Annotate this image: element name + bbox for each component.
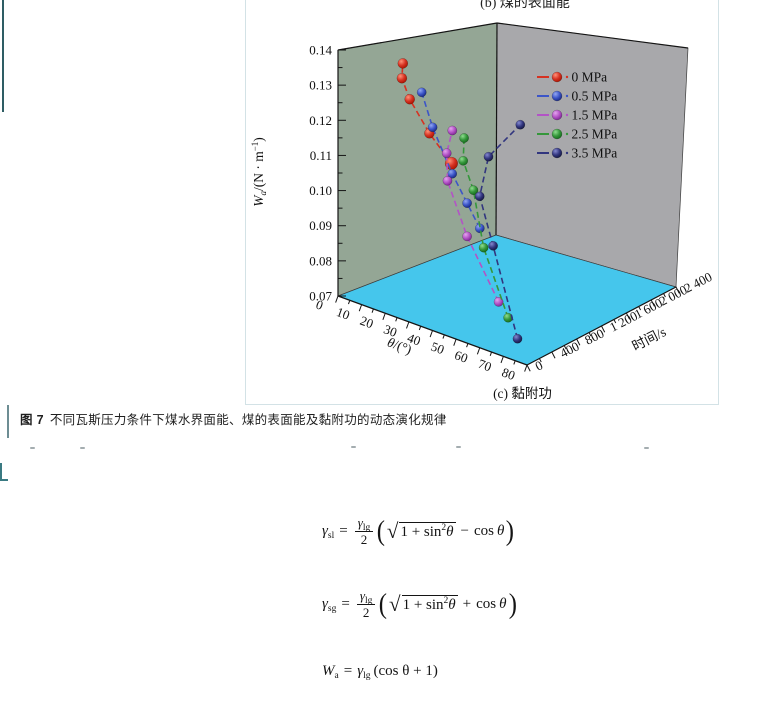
series-35mpa [474, 119, 526, 344]
svg-text:20: 20 [358, 313, 375, 332]
legend: 0 MPa 0.5 MPa 1.5 MPa 2.5 MPa 3.5 MPa [537, 70, 617, 161]
figure-caption: 图 7 不同瓦斯压力条件下煤水界面能、煤的表面能及黏附功的动态演化规律 [20, 409, 447, 428]
series-0mpa [396, 58, 458, 170]
legend-label: 2.5 MPa [572, 127, 618, 142]
svg-text:10: 10 [334, 304, 351, 323]
series-25mpa [458, 133, 513, 323]
equation-gamma-sg: γsg = γlg 2 ( √ 1 + sin2θ + cos θ ) [322, 587, 517, 621]
svg-text:0: 0 [533, 357, 546, 373]
svg-text:0.13: 0.13 [309, 78, 332, 93]
cropped-text-artifact [30, 447, 35, 449]
svg-text:0.12: 0.12 [309, 113, 332, 128]
equation-adhesion-work: Wa = γlg (cos θ + 1) [322, 663, 438, 681]
svg-text:60: 60 [453, 347, 470, 366]
page-edge-mark-mid [7, 405, 9, 438]
equation-lhs: Wa [322, 663, 339, 681]
page-edge-mark-top [2, 0, 4, 112]
equation-lhs: γsg [322, 596, 337, 614]
cropped-text-artifact [456, 446, 461, 448]
axis-w: 0.07 0.08 0.09 0.10 0.11 0.12 0.13 0.14 Wa/(N · … [250, 43, 346, 304]
svg-text:0.09: 0.09 [309, 218, 332, 233]
equation-lhs: γsl [322, 523, 335, 541]
cropped-text-artifact [644, 447, 649, 449]
svg-text:0.10: 0.10 [309, 183, 332, 198]
cropped-text-artifact [351, 446, 356, 448]
adhesion-work-3d-scatter-chart: 0.07 0.08 0.09 0.10 0.11 0.12 0.13 0.14 Wa/(N · … [250, 22, 715, 384]
figure-caption-text: 不同瓦斯压力条件下煤水界面能、煤的表面能及黏附功的动态演化规律 [49, 413, 447, 427]
close-paren: ) [508, 588, 517, 620]
figure-caption-number: 图 7 [20, 413, 44, 427]
close-paren: ) [506, 515, 515, 547]
theta-axis-title: θ/(°) [385, 334, 413, 357]
svg-text:50: 50 [429, 339, 446, 358]
svg-text:0.14: 0.14 [309, 43, 332, 58]
legend-label: 3.5 MPa [572, 146, 618, 161]
cropped-text-artifact [80, 447, 85, 449]
svg-text:0.11: 0.11 [310, 148, 332, 163]
svg-text:30: 30 [382, 321, 399, 340]
axis-theta: 0 10 20 30 40 50 60 70 80 θ/(°) [314, 295, 528, 384]
legend-label: 1.5 MPa [572, 108, 618, 123]
svg-text:70: 70 [476, 356, 493, 375]
legend-label: 0.5 MPa [572, 89, 618, 104]
selection-bracket [0, 463, 8, 481]
open-paren: ( [379, 588, 388, 620]
svg-text:80: 80 [500, 365, 517, 384]
svg-text:2 400: 2 400 [682, 269, 715, 296]
sqrt-symbol: √ [386, 519, 399, 543]
fraction: γlg 2 [356, 588, 376, 621]
figure-subcaption-c: (c) 黏附功 [493, 386, 552, 401]
legend-label: 0 MPa [572, 70, 608, 85]
sqrt-symbol: √ [389, 592, 401, 616]
open-paren: ( [376, 515, 386, 547]
fraction: γlg 2 [354, 515, 374, 548]
svg-text:40: 40 [405, 330, 422, 349]
svg-text:0.07: 0.07 [309, 289, 332, 304]
series-05mpa [416, 87, 485, 234]
series-15mpa [441, 125, 504, 307]
svg-text:0.08: 0.08 [309, 253, 332, 268]
equation-gamma-sl: γsl = γlg 2 ( √ 1 + sin2θ − cos θ ) [322, 514, 515, 548]
svg-text:0: 0 [314, 297, 325, 313]
time-axis-title: 时间/s [630, 324, 669, 354]
w-axis-title: Wa/(N · m−1) [250, 137, 268, 207]
figure-subcaption-b: (b) 煤的表面能 [480, 0, 570, 11]
